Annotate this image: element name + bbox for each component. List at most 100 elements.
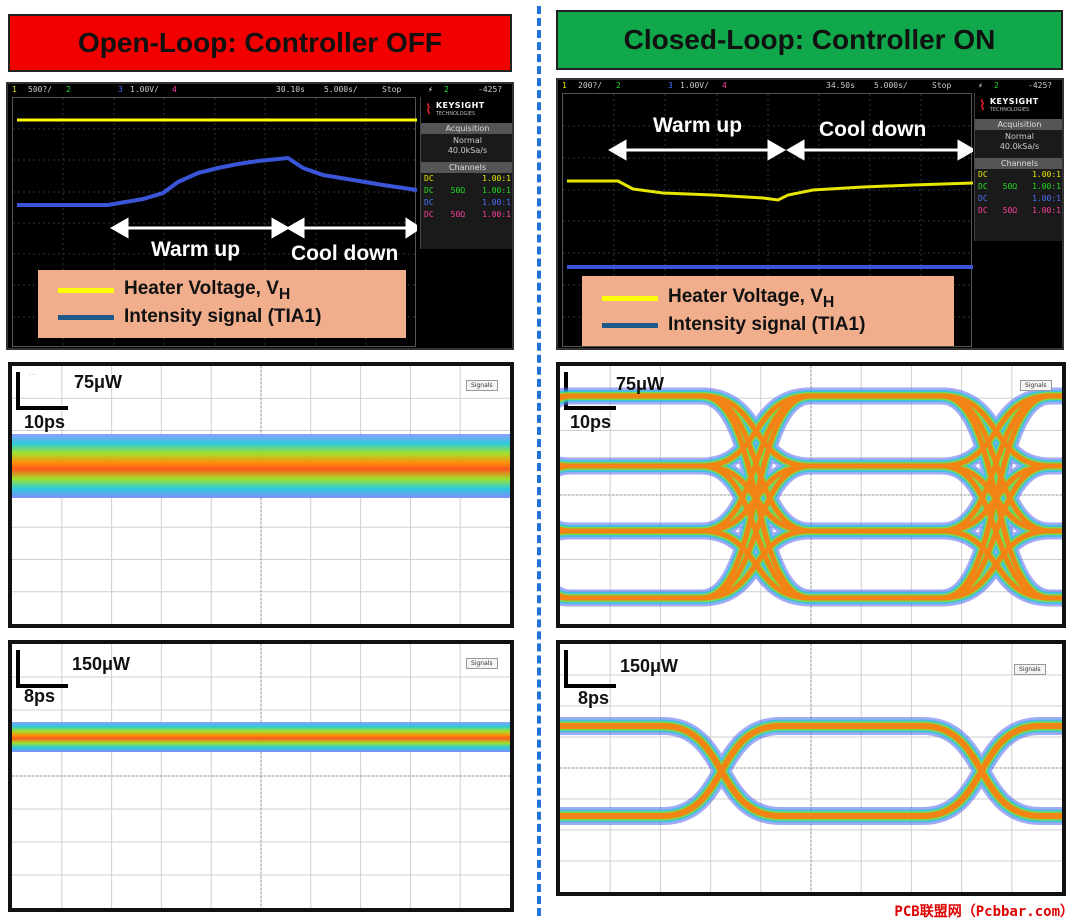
keysight-wave-icon: ⌇ bbox=[425, 102, 432, 118]
keysight-logo: ⌇ KEYSIGHT TECHNOLOGIES bbox=[975, 93, 1062, 119]
closed-loop-eye-150uw: Signals 150μW 8ps bbox=[556, 640, 1066, 896]
eye-diagram-plot bbox=[12, 366, 510, 624]
eye-diagram-plot bbox=[560, 644, 1062, 892]
acq-rate: 40.0kSa/s bbox=[999, 142, 1040, 151]
trigger-channel: 2 bbox=[994, 81, 999, 90]
acq-rate: 40.0kSa/s bbox=[447, 146, 488, 155]
heater-swatch bbox=[602, 296, 658, 302]
time-position: 30.10s bbox=[276, 85, 305, 94]
cool-down-label: Cool down bbox=[819, 118, 927, 141]
power-label: 75μW bbox=[616, 374, 665, 394]
scope-topbar: 1 500?/ 2 3 1.00V/ 4 30.10s 5.000s/ Stop… bbox=[8, 84, 512, 96]
channel-row[interactable]: DC 1.00:1 bbox=[978, 194, 1061, 203]
channel-row[interactable]: DC 1.00:1 bbox=[424, 198, 511, 207]
acquisition-header[interactable]: Acquisition bbox=[975, 119, 1062, 130]
signals-button[interactable]: Signals bbox=[1014, 664, 1046, 675]
cool-down-label: Cool down bbox=[291, 242, 399, 265]
power-label: 150μW bbox=[72, 654, 131, 674]
watermark: PCB联盟网（Pcbbar.com） bbox=[894, 904, 1074, 920]
ch2-label: 2 bbox=[616, 81, 621, 90]
scope-side-panel: ⌇ KEYSIGHT TECHNOLOGIES Acquisition Norma… bbox=[974, 93, 1062, 241]
legend-heater: Heater Voltage, VH bbox=[602, 286, 834, 312]
ch1-label: 1 bbox=[12, 85, 17, 94]
legend-intensity: Intensity signal (TIA1) bbox=[58, 306, 321, 328]
signals-button[interactable]: Signals bbox=[466, 658, 498, 669]
trigger-level: -425? bbox=[478, 85, 503, 94]
legend-heater-label: Heater Voltage, V bbox=[668, 286, 823, 307]
signals-button[interactable]: Signals bbox=[1020, 380, 1052, 391]
ch3-scale: 1.00V/ bbox=[130, 85, 159, 94]
intensity-swatch bbox=[602, 322, 658, 328]
legend-intensity-label: Intensity signal (TIA1) bbox=[668, 314, 866, 335]
open-loop-banner: Open-Loop: Controller OFF bbox=[8, 14, 512, 72]
power-label: 75μW bbox=[74, 372, 123, 392]
channel-row[interactable]: DC 50Ω 1.00:1 bbox=[424, 210, 511, 219]
trace-legend: Heater Voltage, VH Intensity signal (TIA… bbox=[582, 276, 954, 346]
ch3-label: 3 bbox=[668, 81, 673, 90]
signal-band bbox=[12, 434, 510, 498]
legend-intensity-label: Intensity signal (TIA1) bbox=[124, 306, 322, 327]
channels-header[interactable]: Channels bbox=[975, 158, 1062, 169]
ch1-scale: 200?/ bbox=[578, 81, 603, 90]
legend-intensity: Intensity signal (TIA1) bbox=[602, 314, 865, 336]
channel-row[interactable]: DC 1.00:1 bbox=[424, 174, 511, 183]
ch4-label: 4 bbox=[172, 85, 177, 94]
legend-heater: Heater Voltage, VH bbox=[58, 278, 290, 304]
legend-heater-label: Heater Voltage, V bbox=[124, 278, 279, 299]
eye-readout: --- bbox=[28, 372, 38, 378]
acq-mode: Normal bbox=[453, 136, 482, 145]
open-loop-banner-text: Open-Loop: Controller OFF bbox=[78, 27, 442, 58]
warm-up-label: Warm up bbox=[151, 238, 241, 261]
trigger-level: -425? bbox=[1028, 81, 1053, 90]
legend-heater-sub: H bbox=[278, 285, 291, 303]
channels-header[interactable]: Channels bbox=[421, 162, 512, 173]
time-scale-label: 8ps bbox=[24, 686, 56, 706]
timebase: 5.000s/ bbox=[874, 81, 908, 90]
signals-button[interactable]: Signals bbox=[466, 380, 498, 391]
channel-row[interactable]: DC 50Ω 1.00:1 bbox=[424, 186, 511, 195]
legend-heater-sub: H bbox=[822, 293, 835, 311]
time-scale-label: 8ps bbox=[578, 688, 610, 708]
warm-up-label: Warm up bbox=[653, 114, 743, 137]
channel-row[interactable]: DC 50Ω 1.00:1 bbox=[978, 182, 1061, 191]
ch1-scale: 500?/ bbox=[28, 85, 53, 94]
time-scale-label: 10ps bbox=[570, 412, 612, 432]
ch3-scale: 1.00V/ bbox=[680, 81, 709, 90]
open-loop-oscilloscope: 1 500?/ 2 3 1.00V/ 4 30.10s 5.000s/ Stop… bbox=[6, 82, 514, 350]
ch1-label: 1 bbox=[562, 81, 567, 90]
brand-name: KEYSIGHT bbox=[989, 97, 1039, 106]
closed-loop-eye-75uw: Signals 75μW 10ps bbox=[556, 362, 1066, 628]
trigger-icon: ⚡ bbox=[428, 85, 433, 94]
brand-name: KEYSIGHT bbox=[435, 101, 485, 110]
acquisition-header[interactable]: Acquisition bbox=[421, 123, 512, 134]
timebase: 5.000s/ bbox=[324, 85, 358, 94]
closed-loop-banner: Closed-Loop: Controller ON bbox=[556, 10, 1063, 70]
eye-diagram-plot bbox=[560, 366, 1062, 624]
time-scale-label: 10ps bbox=[24, 412, 66, 432]
ch4-label: 4 bbox=[722, 81, 727, 90]
heater-swatch bbox=[58, 288, 114, 294]
intensity-swatch bbox=[58, 314, 114, 320]
signal-band bbox=[12, 722, 510, 752]
closed-loop-oscilloscope: 1 200?/ 2 3 1.00V/ 4 34.50s 5.000s/ Stop… bbox=[556, 78, 1064, 350]
brand-sub: TECHNOLOGIES bbox=[435, 111, 476, 117]
open-loop-eye-75uw: --- Signals 75μW 10ps bbox=[8, 362, 514, 628]
brand-sub: TECHNOLOGIES bbox=[989, 107, 1030, 113]
trace-legend: Heater Voltage, VH Intensity signal (TIA… bbox=[38, 270, 406, 338]
keysight-logo: ⌇ KEYSIGHT TECHNOLOGIES bbox=[421, 97, 512, 123]
scope-side-panel: ⌇ KEYSIGHT TECHNOLOGIES Acquisition Norma… bbox=[420, 97, 512, 249]
time-position: 34.50s bbox=[826, 81, 855, 90]
keysight-wave-icon: ⌇ bbox=[979, 98, 986, 114]
scope-topbar: 1 200?/ 2 3 1.00V/ 4 34.50s 5.000s/ Stop… bbox=[558, 80, 1062, 92]
closed-loop-banner-text: Closed-Loop: Controller ON bbox=[623, 24, 996, 55]
run-state: Stop bbox=[382, 85, 402, 94]
run-state: Stop bbox=[932, 81, 952, 90]
ch3-label: 3 bbox=[118, 85, 123, 94]
channel-row[interactable]: DC 1.00:1 bbox=[978, 170, 1061, 179]
acquisition-info: Normal 40.0kSa/s bbox=[421, 134, 512, 162]
acquisition-info: Normal 40.0kSa/s bbox=[975, 130, 1062, 158]
center-divider bbox=[537, 6, 541, 916]
heater-voltage-trace bbox=[567, 179, 974, 202]
open-loop-eye-150uw: Signals 150μW 8ps bbox=[8, 640, 514, 912]
channel-row[interactable]: DC 50Ω 1.00:1 bbox=[978, 206, 1061, 215]
